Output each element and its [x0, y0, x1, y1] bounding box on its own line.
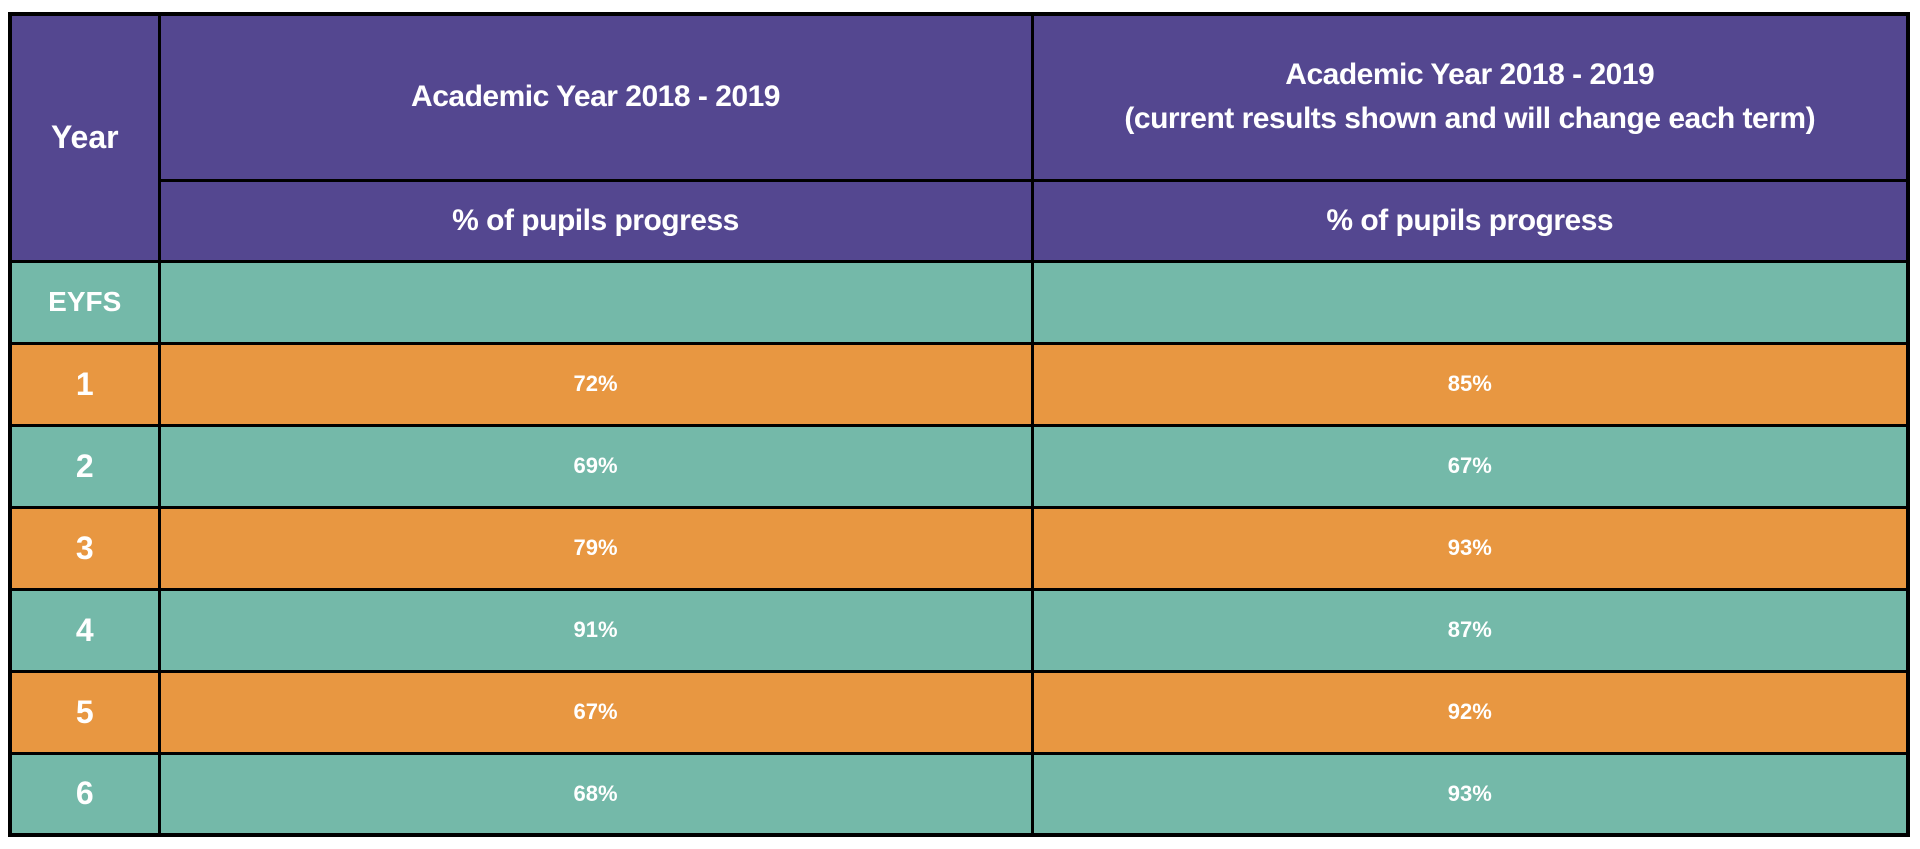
progress-current-cell: 93%	[1030, 505, 1910, 591]
year-cell: 2	[8, 423, 161, 509]
current-header-line1: Academic Year 2018 - 2019	[1285, 58, 1655, 92]
progress-2018-cell: 67%	[157, 669, 1034, 755]
progress-2018-cell: 91%	[157, 587, 1034, 673]
table-row: 1 72% 85%	[8, 341, 1910, 427]
table-row: 3 79% 93%	[8, 505, 1910, 591]
progress-2018-cell: 68%	[157, 751, 1034, 837]
table-row: EYFS	[8, 259, 1910, 345]
year-cell: 1	[8, 341, 161, 427]
table-row: 2 69% 67%	[8, 423, 1910, 509]
academic-year-header: Academic Year 2018 - 2019	[157, 12, 1034, 182]
progress-current-cell: 85%	[1030, 341, 1910, 427]
current-header-line2: (current results shown and will change e…	[1124, 102, 1816, 136]
progress-current-cell: 93%	[1030, 751, 1910, 837]
year-cell: 4	[8, 587, 161, 673]
year-column-header: Year	[8, 12, 161, 263]
table-row: 4 91% 87%	[8, 587, 1910, 673]
progress-2018-cell: 79%	[157, 505, 1034, 591]
year-cell: 6	[8, 751, 161, 837]
academic-year-current-header: Academic Year 2018 - 2019 (current resul…	[1030, 12, 1910, 182]
progress-2018-cell: 69%	[157, 423, 1034, 509]
table-row: 6 68% 93%	[8, 751, 1910, 837]
progress-2018-cell	[157, 259, 1034, 345]
progress-current-cell: 67%	[1030, 423, 1910, 509]
header-row-subtitles: % of pupils progress % of pupils progres…	[10, 178, 1910, 263]
pupils-progress-subheader: % of pupils progress	[157, 178, 1034, 263]
header-row-titles: Year Academic Year 2018 - 2019 Academic …	[8, 12, 1910, 263]
progress-2018-cell: 72%	[157, 341, 1034, 427]
progress-current-cell	[1030, 259, 1910, 345]
pupil-progress-table: Year Academic Year 2018 - 2019 Academic …	[8, 12, 1910, 837]
progress-current-cell: 92%	[1030, 669, 1910, 755]
table-row: 5 67% 92%	[8, 669, 1910, 755]
progress-table-container: Year Academic Year 2018 - 2019 Academic …	[8, 12, 1910, 837]
progress-current-cell: 87%	[1030, 587, 1910, 673]
year-cell: 3	[8, 505, 161, 591]
year-cell: EYFS	[8, 259, 161, 345]
pupils-progress-current-subheader: % of pupils progress	[1030, 178, 1910, 263]
year-cell: 5	[8, 669, 161, 755]
